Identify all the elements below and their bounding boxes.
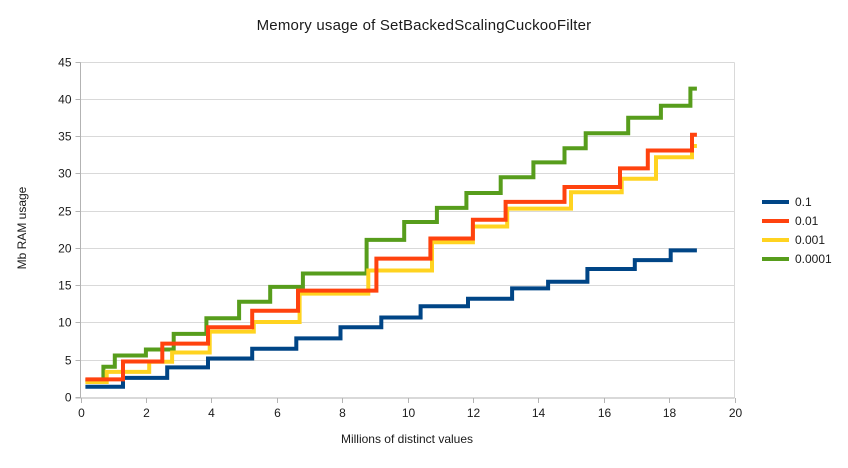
x-tick-label: 0 (78, 406, 85, 420)
x-tick-label: 10 (402, 406, 416, 420)
x-tick-label: 16 (598, 406, 612, 420)
x-tick-label: 4 (208, 406, 215, 420)
y-tick-label: 45 (58, 56, 72, 70)
legend-item-0.001: 0.001 (762, 234, 832, 246)
series-line-0.0001 (85, 86, 697, 383)
series-line-0.001 (85, 144, 697, 384)
x-tick-label: 6 (274, 406, 281, 420)
series-line-0.01 (85, 132, 697, 382)
x-axis-title: Millions of distinct values (340, 432, 474, 446)
y-tick-label: 35 (58, 130, 72, 144)
legend-swatch-0.001 (762, 238, 789, 242)
legend-item-0.01: 0.01 (762, 215, 832, 227)
y-tick-label: 25 (58, 205, 72, 219)
x-tick-label: 20 (729, 406, 743, 420)
y-tick-label: 0 (65, 391, 72, 405)
y-tick-label: 10 (58, 316, 72, 330)
legend-item-0.0001: 0.0001 (762, 253, 832, 265)
legend-label: 0.01 (795, 214, 819, 228)
x-tick-label: 12 (467, 406, 481, 420)
legend-swatch-0.1 (762, 200, 789, 204)
x-tick-label: 14 (532, 406, 546, 420)
legend: 0.1 0.01 0.001 0.0001 (762, 196, 832, 265)
y-tick-label: 5 (65, 354, 72, 368)
legend-label: 0.001 (795, 233, 826, 247)
y-axis-title: Mb RAM usage (15, 186, 29, 270)
series-line-0.1 (85, 248, 697, 389)
y-tick-label: 20 (58, 242, 72, 256)
y-tick-label: 15 (58, 279, 72, 293)
x-tick-label: 8 (339, 406, 346, 420)
x-tick-label: 2 (143, 406, 150, 420)
legend-item-0.1: 0.1 (762, 196, 832, 208)
y-tick-label: 40 (58, 93, 72, 107)
x-tick-label: 18 (663, 406, 677, 420)
legend-label: 0.1 (795, 195, 812, 209)
legend-label: 0.0001 (795, 252, 832, 266)
y-tick-label: 30 (58, 167, 72, 181)
chart-title: Memory usage of SetBackedScalingCuckooFi… (256, 17, 592, 34)
legend-swatch-0.01 (762, 219, 789, 223)
legend-swatch-0.0001 (762, 257, 789, 261)
